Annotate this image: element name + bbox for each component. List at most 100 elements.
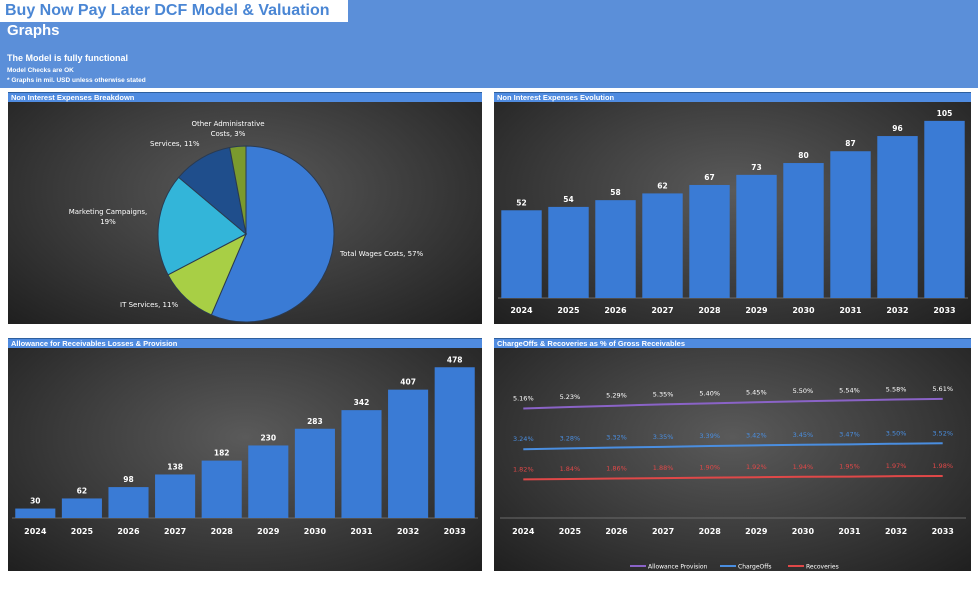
- bar-data-label: 105: [937, 109, 953, 118]
- data-label: 1.98%: [932, 462, 953, 470]
- bar: [642, 193, 683, 298]
- x-tick-label: 2030: [792, 306, 815, 315]
- chart-area: 2024 2025 2026 2027 2028 2029 2030 2031 2032 2033…: [494, 348, 971, 571]
- bar: [548, 206, 589, 298]
- x-tick-label: 2024: [24, 527, 47, 536]
- bar-data-label: 478: [447, 355, 463, 364]
- data-label: 5.50%: [793, 387, 814, 395]
- x-tick-label: 2025: [559, 527, 582, 536]
- bar-data-label: 230: [260, 433, 276, 442]
- x-tick-label: 2029: [745, 306, 768, 315]
- data-label: 5.29%: [606, 392, 627, 400]
- x-tick-label: 2030: [304, 527, 327, 536]
- pie-slice: [157, 176, 247, 276]
- legend-label: Recoveries: [806, 564, 839, 571]
- data-label: 5.45%: [746, 388, 767, 396]
- data-label: 3.47%: [839, 430, 860, 438]
- bar: [201, 460, 242, 518]
- bar-data-label: 52: [516, 198, 526, 207]
- data-label: 3.24%: [513, 435, 534, 443]
- data-label: 3.45%: [793, 431, 814, 439]
- data-label: 5.61%: [932, 385, 953, 393]
- x-tick-label: 2031: [350, 527, 373, 536]
- allowance-chart[interactable]: Allowance for Receivables Losses & Provi…: [8, 338, 482, 571]
- bar-data-label: 67: [704, 173, 714, 182]
- data-label: 3.52%: [932, 429, 953, 437]
- chart-title: Non Interest Expenses Breakdown: [8, 92, 482, 102]
- expenses-evolution-chart[interactable]: Non Interest Expenses Evolution 52 2024 54…: [494, 92, 971, 324]
- x-tick-label: 2030: [792, 527, 815, 536]
- sheet-title: Graphs: [7, 22, 60, 39]
- bar-chart-svg: 30 2024 62 2025 98 2026 138 2027 182 2028 230 2029 2…: [12, 355, 478, 536]
- x-tick-label: 2031: [839, 306, 862, 315]
- bar: [248, 445, 289, 518]
- legend-label: ChargeOffs: [738, 564, 772, 571]
- x-tick-label: 2027: [652, 527, 674, 536]
- pie-slice: [229, 145, 247, 235]
- bar-data-label: 138: [167, 462, 183, 471]
- bar: [388, 389, 429, 518]
- bar: [924, 120, 965, 299]
- data-label: 3.35%: [653, 433, 674, 441]
- bar-data-label: 58: [610, 188, 620, 197]
- x-tick-label: 2032: [885, 527, 907, 536]
- bar: [108, 487, 149, 518]
- model-status: The Model is fully functional: [7, 53, 129, 63]
- data-label: 5.16%: [513, 394, 534, 402]
- data-label: 1.88%: [653, 464, 674, 472]
- bar-data-label: 73: [751, 163, 761, 172]
- pie-slice-label: Total Wages Costs, 57%: [339, 250, 424, 258]
- bar: [783, 163, 824, 298]
- bar-data-label: 87: [845, 139, 855, 148]
- data-label: 5.35%: [653, 390, 674, 398]
- data-label: 1.82%: [513, 465, 534, 473]
- chart-area: 30 2024 62 2025 98 2026 138 2027 182 2028 230 2029 2…: [8, 348, 482, 571]
- x-tick-label: 2026: [605, 527, 628, 536]
- x-tick-label: 2029: [257, 527, 280, 536]
- x-tick-label: 2031: [838, 527, 861, 536]
- bar: [595, 200, 636, 298]
- bar: [830, 151, 871, 298]
- series-line: [523, 442, 943, 451]
- x-tick-label: 2027: [651, 306, 673, 315]
- bar: [341, 410, 382, 518]
- data-label: 5.40%: [699, 389, 720, 397]
- pie-slice-label: Services, 11%: [150, 140, 200, 148]
- x-tick-label: 2033: [933, 306, 955, 315]
- bar: [434, 367, 475, 518]
- app-title: Buy Now Pay Later DCF Model & Valuation: [5, 2, 330, 19]
- data-label: 5.58%: [886, 386, 907, 394]
- data-label: 1.92%: [746, 463, 767, 471]
- series-line: [523, 474, 943, 481]
- x-tick-label: 2033: [932, 527, 954, 536]
- data-label: 3.32%: [606, 434, 627, 442]
- chart-title: ChargeOffs & Recoveries as % of Gross Re…: [494, 338, 971, 348]
- chargeoffs-recoveries-chart[interactable]: ChargeOffs & Recoveries as % of Gross Re…: [494, 338, 971, 571]
- x-tick-label: 2025: [557, 306, 580, 315]
- x-tick-label: 2024: [512, 527, 535, 536]
- bar: [294, 428, 335, 518]
- bar-chart-svg: 52 2024 54 2025 58 2026 62 2027 67 2028 73 2029 80 20…: [498, 109, 968, 315]
- x-tick-label: 2025: [71, 527, 94, 536]
- bar-data-label: 98: [123, 475, 133, 484]
- bar: [877, 136, 918, 298]
- data-label: 5.23%: [560, 393, 581, 401]
- data-label: 3.28%: [560, 434, 581, 442]
- x-tick-label: 2028: [699, 527, 722, 536]
- data-label: 1.94%: [793, 463, 814, 471]
- data-label: 3.39%: [699, 432, 720, 440]
- pie-slice-label: IT Services, 11%: [120, 301, 178, 309]
- bar-data-label: 96: [892, 124, 902, 133]
- x-tick-label: 2027: [164, 527, 186, 536]
- x-tick-label: 2028: [211, 527, 234, 536]
- bar: [155, 474, 196, 518]
- bar-data-label: 30: [30, 497, 40, 506]
- bar-data-label: 342: [354, 398, 370, 407]
- bar: [501, 210, 542, 298]
- x-tick-label: 2033: [444, 527, 466, 536]
- expenses-breakdown-chart[interactable]: Non Interest Expenses Breakdown Total Wa…: [8, 92, 482, 324]
- pie-slice: [210, 145, 335, 323]
- bar: [15, 508, 56, 518]
- data-label: 1.84%: [560, 465, 581, 473]
- bar-data-label: 62: [77, 486, 87, 495]
